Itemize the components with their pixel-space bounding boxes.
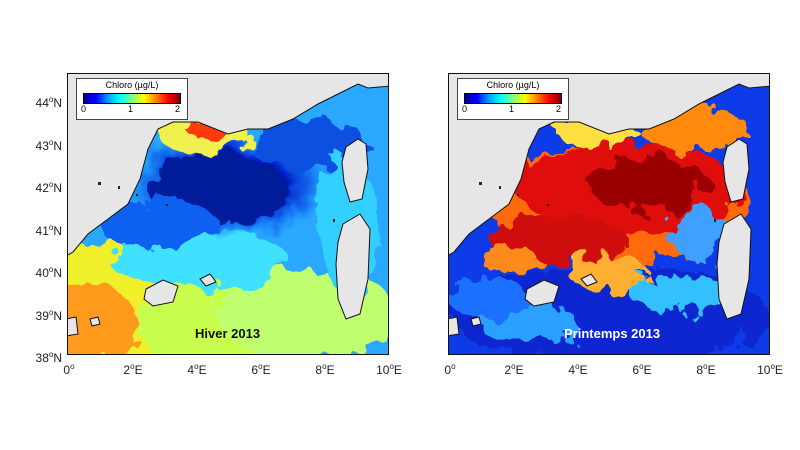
season-label-winter: Hiver 2013 xyxy=(195,326,261,341)
colorbar-title: Chloro (µg/L) xyxy=(486,80,540,90)
colorbar-tick-min: 0 xyxy=(81,104,87,114)
longitude-tick-label: 0o xyxy=(63,362,75,377)
longitude-tick-label: 2oE xyxy=(504,362,524,377)
colorbar-tick-max: 2 xyxy=(556,104,562,114)
latitude-tick-label: 39oN xyxy=(35,307,62,323)
longitude-tick-label: 10oE xyxy=(757,362,783,377)
colorbar-tick-mid: 1 xyxy=(128,104,134,114)
longitude-tick-label: 6oE xyxy=(251,362,271,377)
colorbar-legend-spring: Chloro (µg/L) 0 1 2 xyxy=(457,78,569,120)
longitude-tick-label: 8oE xyxy=(315,362,335,377)
colorbar-tick-max: 2 xyxy=(175,104,181,114)
spring-map xyxy=(449,74,769,354)
latitude-tick-label: 43oN xyxy=(35,137,62,153)
colorbar-title: Chloro (µg/L) xyxy=(105,80,159,90)
season-label-spring: Printemps 2013 xyxy=(564,326,661,341)
latitude-tick-label: 40oN xyxy=(35,265,62,280)
latitude-tick-label: 44oN xyxy=(35,95,62,110)
longitude-tick-label: 4oE xyxy=(187,362,207,377)
longitude-tick-label: 10oE xyxy=(376,362,402,377)
colorbar-gradient xyxy=(83,93,181,104)
colorbar-legend-winter: Chloro (µg/L) 0 1 2 xyxy=(76,78,188,120)
longitude-tick-label: 6oE xyxy=(632,362,652,377)
colorbar-tick-mid: 1 xyxy=(509,104,515,114)
colorbar-gradient xyxy=(464,93,562,104)
longitude-tick-label: 4oE xyxy=(568,362,588,377)
latitude-tick-label: 41oN xyxy=(35,222,62,238)
longitude-tick-label: 2oE xyxy=(123,362,143,377)
colorbar-tick-min: 0 xyxy=(462,104,468,114)
map-panel-winter: Chloro (µg/L) 0 1 2 Hiver 2013 xyxy=(67,73,389,355)
latitude-tick-label: 38oN xyxy=(35,350,62,365)
longitude-tick-label: 8oE xyxy=(696,362,716,377)
map-panel-spring: Chloro (µg/L) 0 1 2 Printemps 2013 xyxy=(448,73,770,355)
longitude-tick-label: 0o xyxy=(444,362,456,377)
latitude-tick-label: 42oN xyxy=(35,180,62,195)
